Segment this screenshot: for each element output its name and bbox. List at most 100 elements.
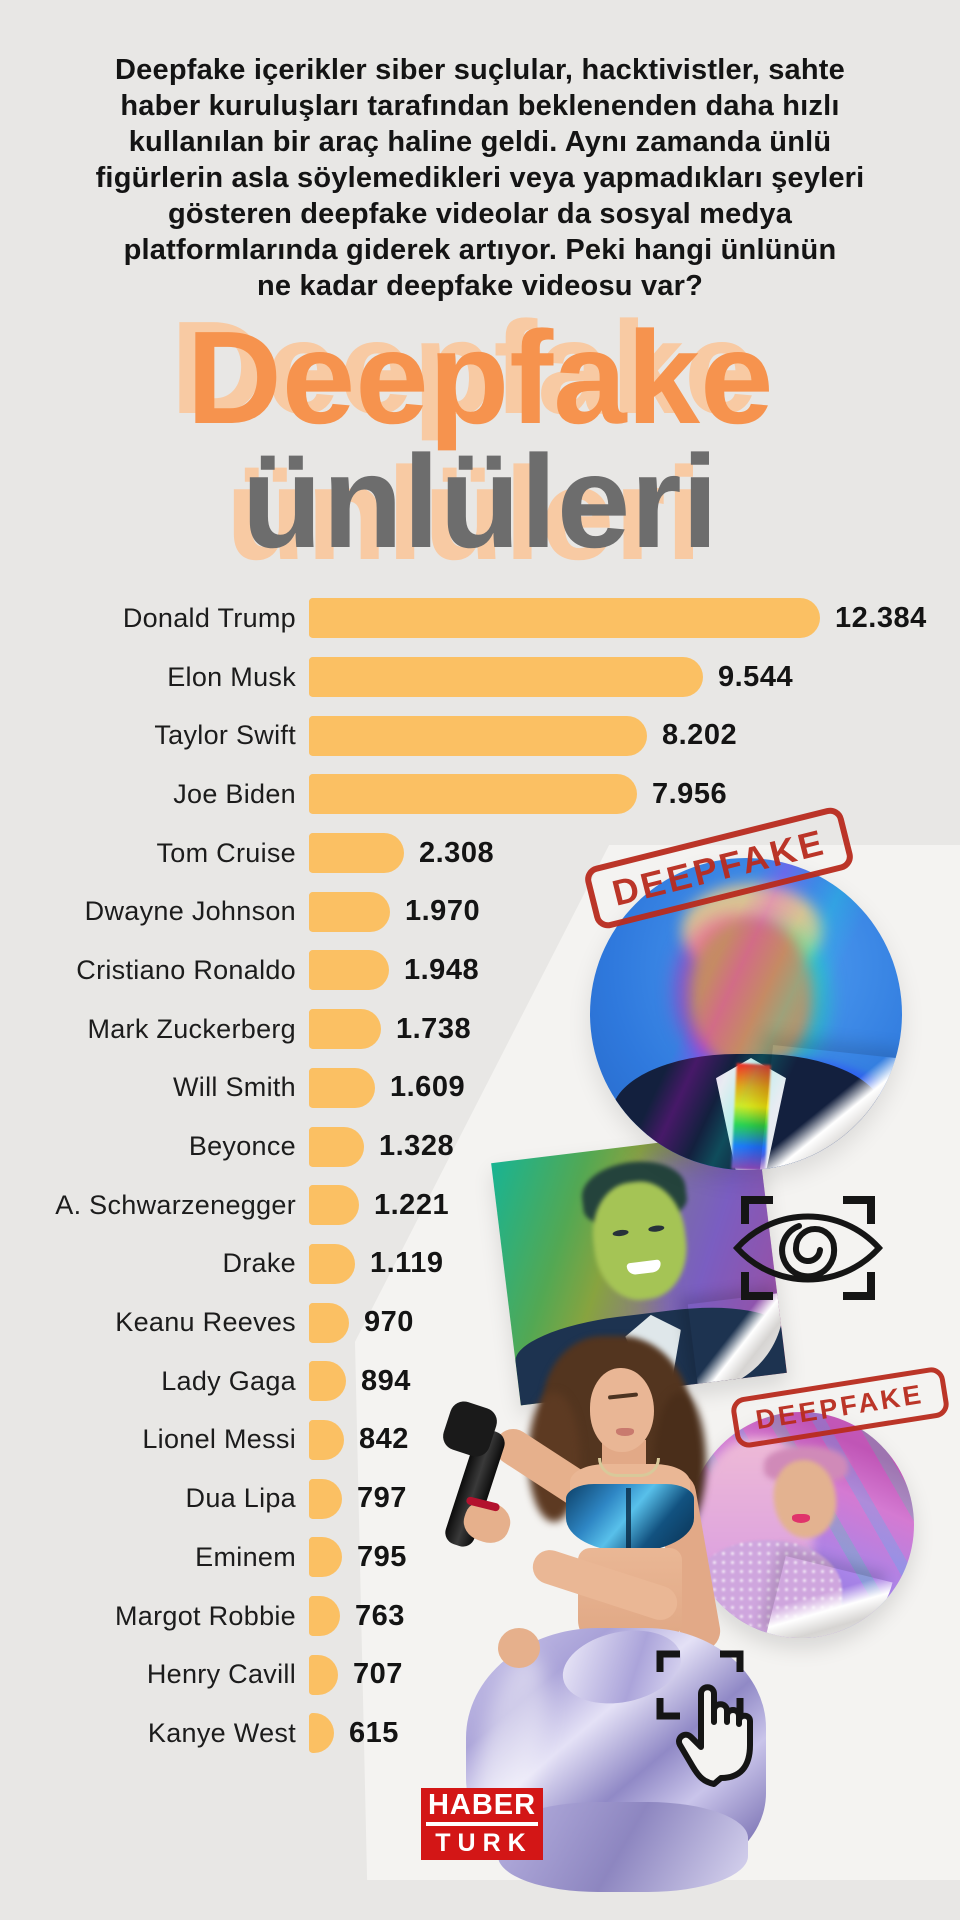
- bar: [309, 833, 404, 874]
- bar: [309, 1185, 359, 1226]
- celebrity-label: A. Schwarzenegger: [55, 1189, 296, 1220]
- celebrity-label: Elon Musk: [167, 661, 296, 692]
- celebrity-label: Dwayne Johnson: [84, 896, 296, 927]
- bar-row: Lionel Messi 842: [0, 1411, 960, 1470]
- bar: [309, 774, 637, 815]
- bar-row: Dwayne Johnson 1.970: [0, 882, 960, 941]
- bar: [309, 1537, 342, 1578]
- bar-value: 12.384: [835, 601, 927, 634]
- title-deepfake: Deepfake: [186, 304, 774, 451]
- photo-shape: [626, 1488, 631, 1548]
- photo-shape: [616, 1428, 634, 1436]
- bar: [309, 1596, 340, 1637]
- logo-line2: TURK: [435, 1829, 533, 1857]
- celebrity-label: Lady Gaga: [161, 1365, 296, 1396]
- bar-row: Elon Musk 9.544: [0, 648, 960, 707]
- bar-value: 1.609: [390, 1071, 466, 1104]
- bar-value: 894: [361, 1364, 411, 1397]
- bar-value: 970: [364, 1306, 414, 1339]
- bar-row: Kanye West 615: [0, 1704, 960, 1763]
- celebrity-label: Beyonce: [188, 1131, 296, 1162]
- bar-value: 1.948: [404, 953, 480, 986]
- bar-row: Taylor Swift 8.202: [0, 706, 960, 765]
- celebrity-label: Henry Cavill: [146, 1659, 296, 1690]
- bar: [309, 1654, 338, 1695]
- bar-row: Cristiano Ronaldo 1.948: [0, 941, 960, 1000]
- bar-rows: Donald Trump 12.384 Elon Musk 9.544 Taylor S…: [0, 589, 960, 1763]
- celebrity-label: Mark Zuckerberg: [87, 1013, 296, 1044]
- bar-row: A. Schwarzenegger 1.221: [0, 1176, 960, 1235]
- bar-value: 1.221: [374, 1188, 450, 1221]
- donald-trump-deepfake-sticker: [590, 858, 902, 1170]
- photo-shape: [690, 920, 812, 1070]
- celebrity-label: Cristiano Ronaldo: [76, 954, 296, 985]
- celebrity-label: Tom Cruise: [156, 837, 296, 868]
- bar: [309, 950, 389, 991]
- celebrity-label: Eminem: [195, 1541, 296, 1572]
- bar-value: 8.202: [662, 719, 738, 752]
- photo-shape: [792, 1514, 810, 1523]
- photo-shape: [498, 1628, 540, 1668]
- bar-row: Lady Gaga 894: [0, 1352, 960, 1411]
- celebrity-label: Lionel Messi: [142, 1424, 296, 1455]
- celebrity-label: Joe Biden: [173, 778, 296, 809]
- bar-row: Mark Zuckerberg 1.738: [0, 1000, 960, 1059]
- bar-value: 7.956: [652, 777, 728, 810]
- photo-shape: [590, 1368, 654, 1452]
- bar-row: Drake 1.119: [0, 1235, 960, 1294]
- bar-row: Tom Cruise 2.308: [0, 824, 960, 883]
- bar-row: Henry Cavill 707: [0, 1645, 960, 1704]
- celebrity-label: Kanye West: [147, 1717, 296, 1748]
- bar-value: 707: [353, 1658, 403, 1691]
- hand-click-icon: [656, 1650, 753, 1787]
- bar: [309, 715, 647, 756]
- bar: [309, 1419, 344, 1460]
- bar-chart: Donald Trump 12.384 Elon Musk 9.544 Taylor S…: [0, 589, 960, 1763]
- bar-value: 1.970: [405, 895, 481, 928]
- bar-value: 615: [349, 1716, 399, 1749]
- bar-row: Eminem 795: [0, 1528, 960, 1587]
- intro-paragraph: Deepfake içerikler siber suçlular, hackt…: [95, 54, 865, 302]
- celebrity-label: Keanu Reeves: [115, 1307, 296, 1338]
- bar: [309, 891, 390, 932]
- bar-value: 1.738: [396, 1012, 472, 1045]
- celebrity-label: Donald Trump: [122, 602, 296, 633]
- celebrity-label: Taylor Swift: [154, 720, 296, 751]
- bar: [309, 1067, 375, 1108]
- dua-lipa-photo: [402, 1332, 766, 1892]
- bar: [309, 1009, 381, 1050]
- celebrity-label: Drake: [222, 1248, 296, 1279]
- bar: [309, 657, 703, 698]
- bar-value: 842: [359, 1423, 409, 1456]
- bar: [309, 1478, 342, 1519]
- title-unluleri: ünlüleri: [241, 428, 719, 575]
- bar: [309, 1243, 355, 1284]
- logo-line1: HABER: [425, 1790, 539, 1826]
- taylor-swift-deepfake-sticker: [688, 1412, 914, 1638]
- bar-row: Donald Trump 12.384: [0, 589, 960, 648]
- bar-value: 9.544: [718, 660, 794, 693]
- bar-row: Beyonce 1.328: [0, 1117, 960, 1176]
- bar: [309, 1126, 364, 1167]
- bar-row: Dua Lipa 797: [0, 1469, 960, 1528]
- haberturk-logo: HABER TURK: [421, 1788, 543, 1860]
- bar-value: 797: [357, 1482, 407, 1515]
- bar: [309, 1713, 334, 1754]
- bar-value: 1.328: [379, 1130, 455, 1163]
- bar-value: 2.308: [419, 836, 495, 869]
- bar-row: Margot Robbie 763: [0, 1587, 960, 1646]
- bar-row: Joe Biden 7.956: [0, 765, 960, 824]
- eye-scan-icon: [733, 1196, 883, 1300]
- bar: [309, 1302, 349, 1343]
- celebrity-label: Dua Lipa: [185, 1483, 296, 1514]
- celebrity-label: Will Smith: [173, 1072, 296, 1103]
- bar-row: Keanu Reeves 970: [0, 1293, 960, 1352]
- celebrity-label: Margot Robbie: [115, 1600, 296, 1631]
- bar-row: Will Smith 1.609: [0, 1059, 960, 1118]
- bar: [309, 1361, 346, 1402]
- bar-value: 763: [355, 1599, 405, 1632]
- bar-value: 795: [357, 1540, 407, 1573]
- bar-value: 1.119: [370, 1247, 444, 1280]
- photo-shape: [598, 1458, 660, 1477]
